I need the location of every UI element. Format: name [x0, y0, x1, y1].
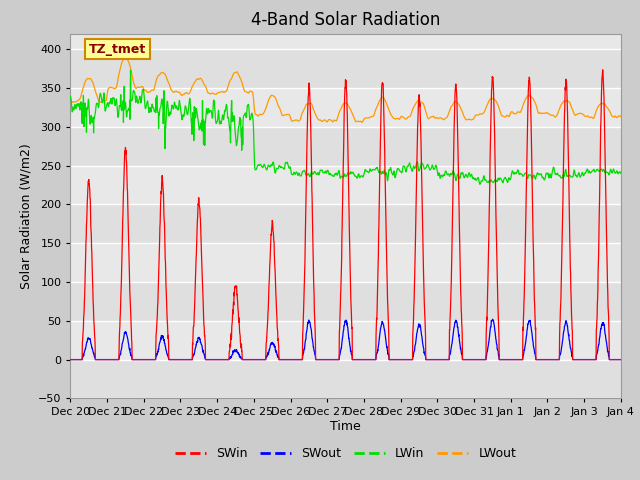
Bar — [70, 282, 621, 321]
Bar — [70, 127, 621, 166]
Legend: SWin, SWout, LWin, LWout: SWin, SWout, LWin, LWout — [170, 442, 521, 465]
Text: TZ_tmet: TZ_tmet — [89, 43, 146, 56]
Bar — [70, 204, 621, 243]
Y-axis label: Solar Radiation (W/m2): Solar Radiation (W/m2) — [19, 143, 33, 289]
Title: 4-Band Solar Radiation: 4-Band Solar Radiation — [251, 11, 440, 29]
Bar — [70, 49, 621, 88]
Bar — [70, 360, 621, 398]
X-axis label: Time: Time — [330, 420, 361, 433]
